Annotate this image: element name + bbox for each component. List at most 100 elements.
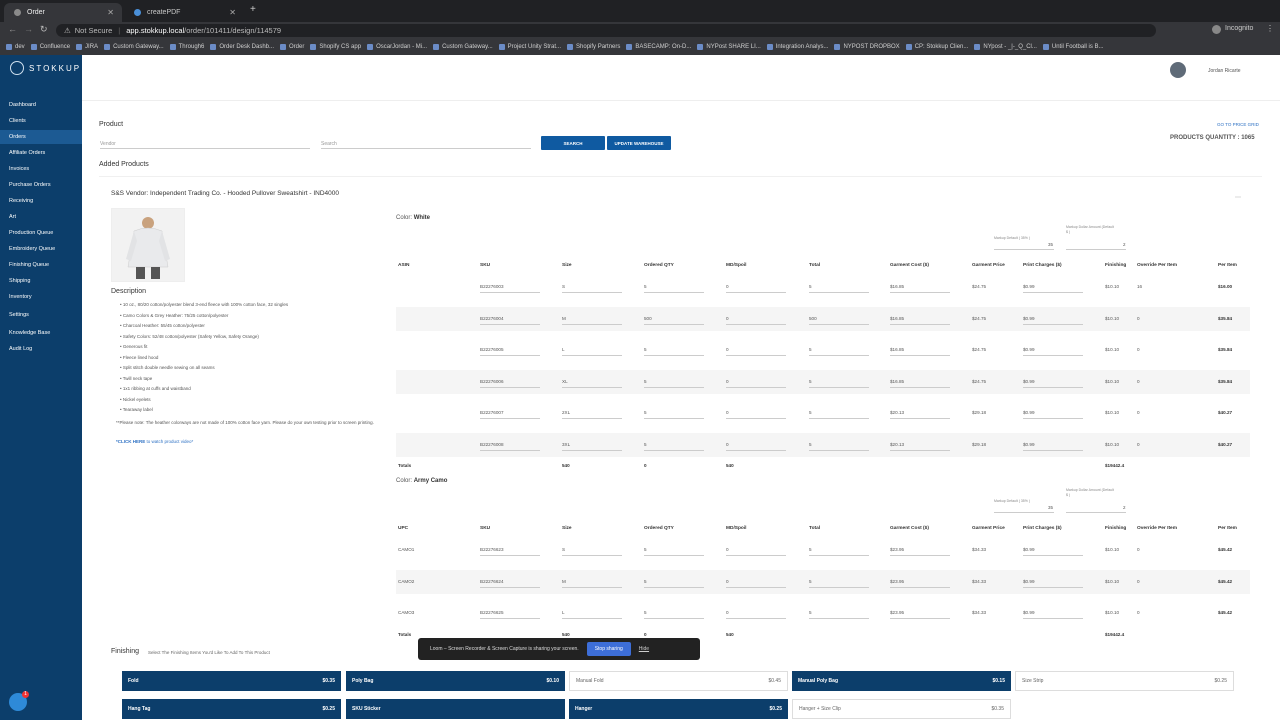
- back-icon[interactable]: ←: [8, 24, 17, 34]
- finishing-item-poly-bag[interactable]: Poly Bag $0.10: [346, 671, 565, 691]
- table-cell[interactable]: 0: [1137, 410, 1140, 415]
- sidebar-item-orders[interactable]: Orders: [0, 130, 82, 144]
- table-cell[interactable]: 5: [644, 441, 647, 447]
- sidebar-item-dashboard[interactable]: Dashboard: [9, 102, 36, 108]
- table-cell[interactable]: 5: [644, 347, 647, 352]
- bookmark-item[interactable]: Custom Gateway...: [433, 44, 493, 50]
- finishing-item-hanger[interactable]: Hanger $0.25: [569, 699, 788, 719]
- table-cell[interactable]: 0: [726, 284, 729, 289]
- avatar[interactable]: [1170, 62, 1186, 78]
- sidebar-item-art[interactable]: Art: [9, 214, 17, 220]
- bookmark-item[interactable]: Integration Analys...: [766, 44, 828, 50]
- table-cell[interactable]: S: [562, 284, 566, 289]
- table-cell[interactable]: $0.99: [1023, 347, 1035, 352]
- table-cell[interactable]: 0: [726, 378, 729, 384]
- table-cell[interactable]: B22276003: [480, 284, 504, 289]
- column-header[interactable]: UPC: [398, 526, 409, 531]
- forward-icon[interactable]: →: [24, 24, 33, 34]
- finishing-item-manual-poly-bag[interactable]: Manual Poly Bag $0.15: [792, 671, 1011, 691]
- table-cell[interactable]: 16: [1137, 284, 1143, 289]
- sidebar-item-production-queue[interactable]: Production Queue: [9, 230, 54, 236]
- bookmark-item[interactable]: Shopify Partners: [567, 44, 620, 50]
- table-cell[interactable]: 5: [644, 410, 647, 415]
- table-cell[interactable]: L: [562, 347, 565, 352]
- finishing-item-sku-sticker[interactable]: SKU Sticker: [346, 699, 565, 719]
- table-cell[interactable]: 0: [726, 441, 729, 447]
- finishing-item-size-strip[interactable]: Size Strip $0.25: [1015, 671, 1234, 691]
- table-cell[interactable]: B22276008: [480, 441, 504, 447]
- tab-order[interactable]: Order ✕: [4, 3, 122, 22]
- table-cell[interactable]: 0: [726, 410, 729, 415]
- column-header[interactable]: ASIN: [398, 263, 410, 268]
- table-cell[interactable]: $0.99: [1023, 578, 1035, 584]
- table-cell[interactable]: $23.95: [890, 610, 905, 615]
- table-cell[interactable]: $20.13: [890, 410, 905, 415]
- bookmark-item[interactable]: NYPOST DROPBOX: [834, 44, 900, 50]
- close-tab-icon[interactable]: ✕: [107, 8, 114, 17]
- markup-dollar-input[interactable]: 2: [1123, 242, 1126, 247]
- tab-createpdf[interactable]: createPDF ✕: [124, 3, 244, 22]
- table-cell[interactable]: $0.99: [1023, 284, 1035, 289]
- table-cell[interactable]: 5: [644, 547, 647, 552]
- table-cell[interactable]: L: [562, 610, 565, 615]
- table-cell[interactable]: $16.85: [890, 315, 905, 321]
- table-cell[interactable]: $0.99: [1023, 410, 1035, 415]
- finishing-item-hang-tag[interactable]: Hang Tag $0.25: [122, 699, 341, 719]
- table-cell[interactable]: 5: [809, 441, 812, 447]
- bookmark-item[interactable]: Until Football is B...: [1042, 44, 1104, 50]
- sidebar-item-settings[interactable]: Settings: [9, 312, 29, 318]
- table-cell[interactable]: 0: [726, 315, 729, 321]
- finishing-item-hanger-size-clip[interactable]: Hanger + Size Clip $0.35: [792, 699, 1011, 719]
- table-cell[interactable]: 0: [1137, 547, 1140, 552]
- table-cell[interactable]: 0: [1137, 347, 1140, 352]
- sidebar-item-finishing-queue[interactable]: Finishing Queue: [9, 262, 50, 268]
- url-field[interactable]: ⚠ Not Secure | app.stokkup.local/order/1…: [56, 24, 1156, 37]
- table-cell[interactable]: B22276005: [480, 347, 504, 352]
- stop-sharing-button[interactable]: Stop sharing: [586, 642, 631, 656]
- bookmark-item[interactable]: OscarJordan - Mi...: [367, 44, 427, 50]
- sidebar-item-audit-log[interactable]: Audit Log: [9, 346, 33, 352]
- finishing-item-manual-fold[interactable]: Manual Fold $0.45: [569, 671, 788, 691]
- search-button[interactable]: SEARCH: [541, 136, 605, 150]
- more-options-icon[interactable]: ⋯: [1235, 195, 1241, 201]
- table-cell[interactable]: 0: [726, 547, 729, 552]
- bookmark-item[interactable]: CP: Stokkup Clien...: [905, 44, 968, 50]
- sidebar-item-knowledge-base[interactable]: Knowledge Base: [9, 330, 51, 336]
- markup-default-input[interactable]: 35: [1048, 505, 1054, 510]
- table-cell[interactable]: 5: [644, 378, 647, 384]
- bookmark-item[interactable]: JIRA: [76, 44, 98, 50]
- bookmark-item[interactable]: Custom Gateway...: [104, 44, 164, 50]
- table-cell[interactable]: B22276006: [480, 378, 504, 384]
- table-cell[interactable]: $0.99: [1023, 610, 1035, 615]
- bookmark-item[interactable]: Order Desk Dashb...: [210, 44, 274, 50]
- table-cell[interactable]: B22276004: [480, 315, 504, 321]
- table-cell[interactable]: 5: [644, 578, 647, 584]
- bookmark-item[interactable]: Order: [280, 44, 304, 50]
- table-cell[interactable]: S: [562, 547, 566, 552]
- table-cell[interactable]: 2XL: [562, 410, 571, 415]
- bookmark-item[interactable]: NYpost - _|-_Q_Cl...: [974, 44, 1037, 50]
- bookmark-item[interactable]: NYPost SHARE LI...: [697, 44, 761, 50]
- chat-widget-icon[interactable]: [9, 691, 29, 711]
- table-cell[interactable]: $16.85: [890, 378, 905, 384]
- product-video-link[interactable]: *CLICK HERE to watch product video*: [116, 439, 193, 444]
- table-cell[interactable]: XL: [562, 378, 568, 384]
- table-cell[interactable]: $16.85: [890, 284, 905, 289]
- table-cell[interactable]: $20.13: [890, 441, 905, 447]
- sidebar-item-clients[interactable]: Clients: [9, 118, 26, 124]
- sidebar-item-invoices[interactable]: Invoices: [9, 166, 30, 172]
- update-warehouse-button[interactable]: UPDATE WAREHOUSE: [607, 136, 671, 150]
- table-cell[interactable]: 5: [644, 284, 647, 289]
- table-cell[interactable]: B22276624: [480, 578, 504, 584]
- markup-default-input[interactable]: 35: [1048, 242, 1054, 247]
- bookmark-item[interactable]: Through6: [169, 44, 204, 50]
- table-cell[interactable]: 5: [809, 378, 812, 384]
- table-cell[interactable]: 5: [809, 578, 812, 584]
- table-cell[interactable]: $23.95: [890, 578, 905, 584]
- markup-dollar-input[interactable]: 2: [1123, 505, 1126, 510]
- table-cell[interactable]: 0: [726, 610, 729, 615]
- table-cell[interactable]: $23.95: [890, 547, 905, 552]
- sidebar-item-inventory[interactable]: Inventory: [9, 294, 32, 300]
- table-cell[interactable]: B22276007: [480, 410, 504, 415]
- table-cell[interactable]: 0: [1137, 315, 1140, 321]
